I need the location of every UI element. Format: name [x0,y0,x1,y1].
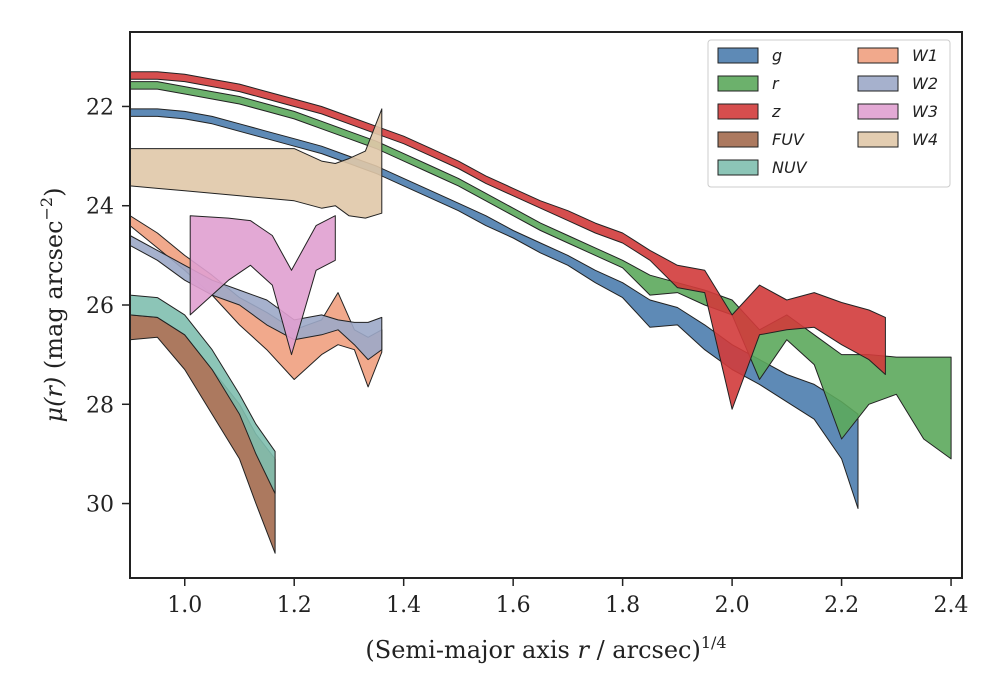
legend-swatch-w4 [857,131,899,148]
series-band-z [130,71,886,410]
legend-swatch-r [717,75,759,92]
x-tick-label: 1.8 [605,593,640,618]
x-tick-label: 1.4 [386,593,421,618]
legend-label-z: z [771,102,781,121]
y-tick-label: 22 [86,95,114,120]
legend-label-nuv: NUV [772,158,808,177]
x-tick-label: 1.2 [277,593,312,618]
y-tick-label: 24 [86,195,114,220]
legend-label-r: r [772,74,780,93]
x-tick-label: 2.2 [824,593,859,618]
y-axis-title: μ(r) (mag arcsec−2) [37,188,68,423]
legend-swatch-w1 [857,47,899,64]
y-tick-label: 28 [86,393,114,418]
series-layer [130,71,952,554]
x-tick-label: 2.0 [715,593,750,618]
y-tick-label: 26 [86,294,114,319]
legend: grz FUV NUV W1 W2 W3 W4 [707,39,951,188]
legend-swatch-fuv [717,131,759,148]
y-tick-label: 30 [86,493,114,518]
legend-label-w2: W2 [912,74,938,93]
series-band-r [130,81,952,460]
series-band-w3 [189,215,336,356]
x-tick-label: 2.4 [934,593,969,618]
legend-label-w3: W3 [912,102,938,121]
series-band-w4 [130,108,383,219]
legend-swatch-w3 [857,103,899,120]
legend-swatch-w2 [857,75,899,92]
legend-label-g: g [772,46,782,65]
legend-label-w1: W1 [912,46,938,65]
legend-swatch-z [717,103,759,120]
legend-label-w4: W4 [912,130,938,149]
x-tick-label: 1.6 [496,593,531,618]
legend-swatch-g [717,47,759,64]
legend-label-fuv: FUV [772,130,805,149]
legend-swatch-nuv [717,159,759,176]
series-band-nuv [130,294,276,495]
x-axis-title: (Semi-major axis r / arcsec)1/4 [365,633,726,664]
x-tick-label: 1.0 [167,593,202,618]
x-axis: 1.0 1.2 1.4 1.6 1.8 2.0 2.2 2.4 [167,578,969,618]
y-axis: 22 24 26 28 30 [86,95,130,518]
